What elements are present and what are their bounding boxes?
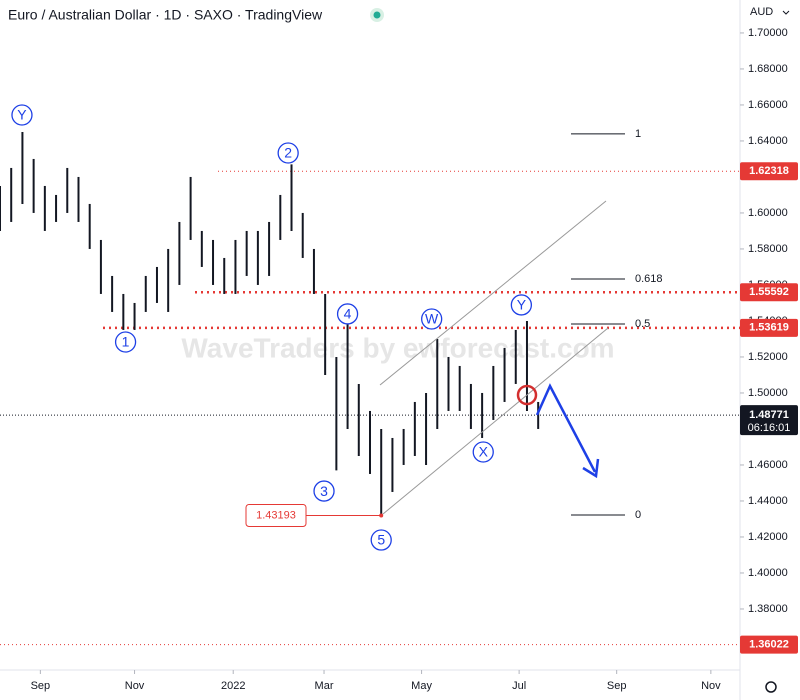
y-tick-label: 1.40000 [748,567,788,579]
main-layer: 1 0.618 0.5 0 1.43193 [0,128,663,527]
y-tick-label: 1.64000 [748,135,788,147]
wave-label: 2 [284,145,292,161]
wave-circle [11,104,33,126]
wave-circle [336,303,359,325]
settings-icon[interactable] [765,681,777,693]
wave-circle [472,441,494,463]
wave-label: 1 [122,334,130,350]
wave-circle [421,308,443,330]
break-circle [516,384,538,406]
y-tick-label: 1.52000 [748,351,788,363]
x-tick-label: 2022 [221,680,245,692]
x-tick-label: Sep [607,680,627,692]
wave-circle [313,480,335,502]
wave-label: 4 [344,306,352,322]
y-tick-label: 1.44000 [748,495,788,507]
y-tick-label: 1.38000 [748,603,788,615]
x-tick-label: Mar [315,680,334,692]
y-tick-label: 1.42000 [748,531,788,543]
x-tick-label: Sep [31,680,51,692]
watermark: WaveTraders by ewforecast.com [181,332,614,363]
x-tick-label: Nov [125,680,145,692]
last-price-timer: 06:16:01 [748,422,791,434]
x-tick-label: May [411,680,432,692]
status-dot [373,11,381,19]
price-level-label: 1.36022 [749,638,789,650]
price-level-box [740,162,798,181]
chart-title: Euro / Australian Dollar · 1D · SAXO · T… [8,7,323,23]
wave-circle [510,294,533,316]
price-level-label: 1.62318 [749,165,789,177]
projection-arrow [535,383,597,473]
last-price-label: 1.48771 [749,409,789,421]
price-level-box [740,635,798,654]
y-tick-label: 1.58000 [748,243,788,255]
y-tick-label: 1.46000 [748,459,788,471]
currency-caret [782,10,790,15]
price-level-label: 1.53619 [749,322,789,334]
channel-lower [382,327,609,515]
y-tick-label: 1.66000 [748,99,788,111]
price-level-label: 1.55592 [749,286,789,298]
wave-label: X [479,444,489,460]
currency: AUD [750,6,773,18]
wave-label: W [425,311,439,327]
wave-label: Y [517,297,527,313]
low-marker-box [245,503,307,527]
y-tick-label: 1.50000 [748,387,788,399]
fib-label: 0 [635,509,641,521]
x-tick-label: Nov [701,680,721,692]
y-tick-label: 1.70000 [748,27,788,39]
y-tick-label: 1.68000 [748,63,788,75]
channel-upper [379,200,607,386]
x-tick-label: Jul [512,680,526,692]
wave-circle [277,142,299,164]
wave-label: Y [17,107,27,123]
wave-circle [370,529,392,551]
fib-label: 0.5 [635,318,650,330]
arrow-head [582,458,600,479]
low-marker-dot [379,513,384,518]
wave-label: 3 [320,483,328,499]
price-level-box [740,318,798,337]
low-marker-label: 1.43193 [256,509,296,521]
last-price-box [740,405,798,436]
fib-label: 0.618 [635,273,663,285]
wave-circle [114,331,137,353]
y-tick-label: 1.60000 [748,207,788,219]
price-level-box [740,283,798,302]
wave-label: 5 [377,532,385,548]
fib-label: 1 [635,128,641,140]
